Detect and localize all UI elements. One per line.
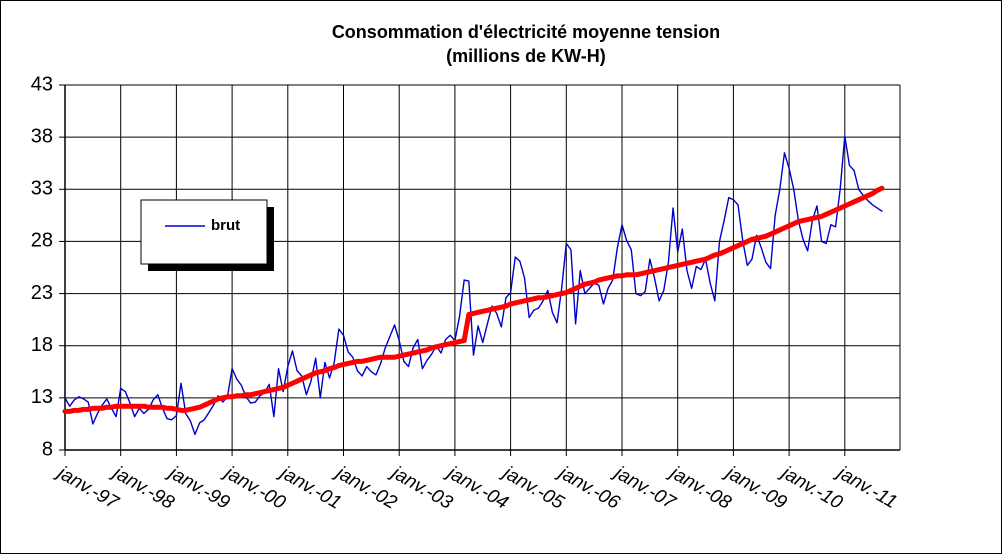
series-line (64, 135, 883, 436)
legend: brut (140, 199, 274, 271)
y-tick-label: 33 (31, 178, 53, 200)
y-tick-label: 8 (42, 438, 53, 460)
y-tick-label: 43 (31, 73, 53, 95)
legend-box (140, 199, 268, 265)
plot-area: 813182328333843janv.-97janv.-98janv.-99j… (31, 73, 901, 514)
y-tick-label: 38 (31, 125, 53, 147)
y-tick-label: 28 (31, 230, 53, 252)
chart-title: Consommation d'électricité moyenne tensi… (332, 22, 720, 42)
y-tick-label: 23 (31, 282, 53, 304)
chart-subtitle: (millions de KW-H) (446, 46, 606, 66)
y-tick-label: 18 (31, 334, 53, 356)
series-line (62, 185, 885, 414)
legend-label: brut (211, 217, 240, 234)
y-tick-label: 13 (31, 386, 53, 408)
